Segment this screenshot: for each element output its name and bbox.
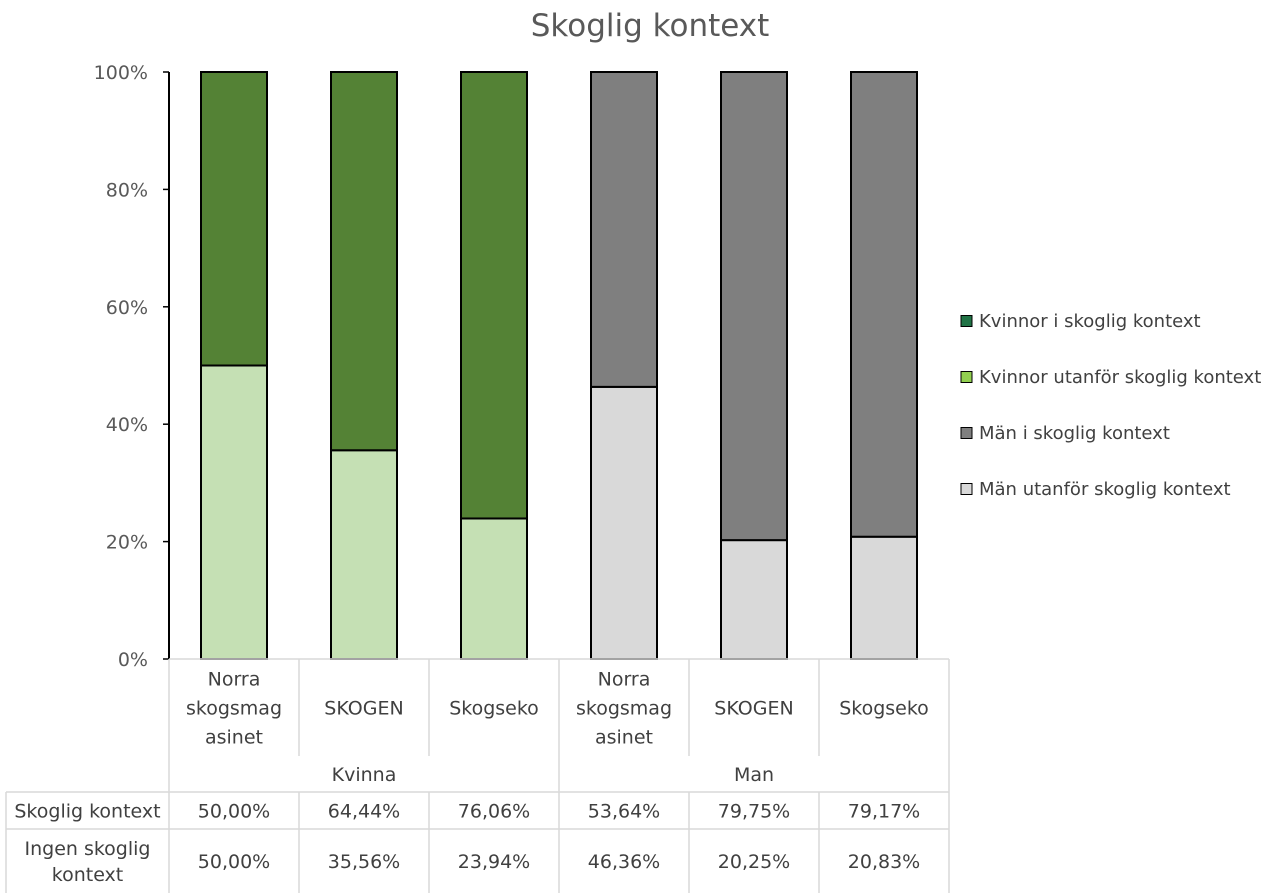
bar-segment (200, 364, 268, 660)
category-label: Skogseko (839, 698, 929, 720)
table-cell: 76,06% (458, 801, 530, 823)
table-row-label: kontext (52, 864, 124, 886)
table-cell: 23,94% (458, 851, 530, 873)
legend-swatch (960, 427, 973, 439)
y-tick-label: 100% (94, 62, 148, 84)
category-label: Norra (208, 669, 261, 691)
y-tick-label: 40% (106, 414, 148, 436)
category-label: skogsmag (576, 698, 672, 720)
table-cell: 53,64% (588, 801, 660, 823)
y-tick-label: 20% (106, 532, 148, 554)
table-row-label: Skoglig kontext (14, 801, 160, 823)
table-cell: 50,00% (198, 851, 270, 873)
bar-segment (200, 71, 268, 367)
table-cell: 64,44% (328, 801, 400, 823)
table-cell: 20,83% (848, 851, 920, 873)
legend-swatch (960, 371, 973, 383)
y-tick-label: 0% (118, 649, 148, 671)
bar-segment (460, 71, 528, 520)
y-tick-label: 80% (106, 179, 148, 201)
bars (200, 71, 918, 661)
legend: Kvinnor i skoglig kontext Kvinnor utanför… (960, 311, 1261, 500)
bar-segment (720, 71, 788, 542)
category-label: Skogseko (449, 698, 539, 720)
bar-segment (330, 449, 398, 660)
legend-swatch (960, 483, 973, 495)
category-label: Norra (598, 669, 651, 691)
y-tick-label: 60% (106, 297, 148, 319)
table-cell: 46,36% (588, 851, 660, 873)
legend-label: Kvinnor utanför skoglig kontext (979, 367, 1261, 388)
category-label: asinet (205, 727, 263, 749)
category-label: asinet (595, 727, 653, 749)
chart-title: Skoglig kontext (531, 8, 770, 44)
bar-segment (720, 539, 788, 661)
table-cell: 79,17% (848, 801, 920, 823)
table-cell: 20,25% (718, 851, 790, 873)
table-row-label: Ingen skoglig (24, 838, 150, 860)
category-label: SKOGEN (714, 698, 793, 720)
bar-segment (850, 535, 918, 661)
data-table: Norra skogsmag asinet SKOGEN Skogseko Norra sk… (5, 658, 950, 893)
bar-segment (590, 385, 658, 660)
legend-label: Män utanför skoglig kontext (979, 479, 1231, 500)
bar-segment (460, 517, 528, 661)
table-cell: 35,56% (328, 851, 400, 873)
category-label: SKOGEN (324, 698, 403, 720)
bar-segment (850, 71, 918, 538)
bar-segment (590, 71, 658, 388)
legend-label: Kvinnor i skoglig kontext (979, 311, 1201, 332)
category-label: skogsmag (186, 698, 282, 720)
legend-swatch (960, 315, 973, 327)
group-label: Kvinna (332, 764, 397, 786)
y-axis-ticks: 0% 20% 40% 60% 80% 100% (94, 62, 169, 671)
table-cell: 50,00% (198, 801, 270, 823)
bar-segment (330, 71, 398, 452)
legend-label: Män i skoglig kontext (979, 423, 1170, 444)
table-cell: 79,75% (718, 801, 790, 823)
group-label: Man (734, 764, 774, 786)
